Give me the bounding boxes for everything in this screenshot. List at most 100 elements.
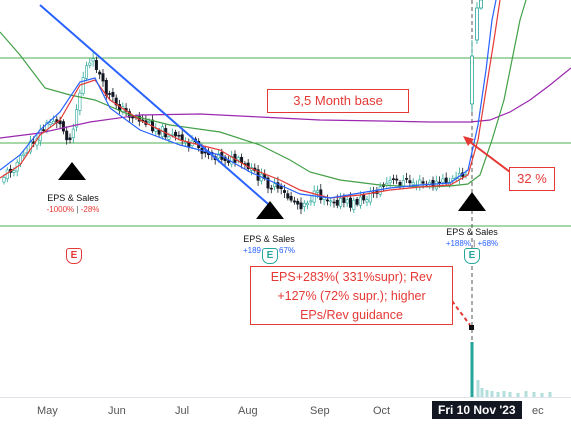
candle-body	[365, 199, 369, 203]
candle-body	[68, 137, 72, 141]
candle-body	[65, 130, 69, 141]
earnings-title: EPS & Sales	[243, 234, 295, 244]
time-label-jul: Jul	[175, 405, 190, 417]
time-label-dec: ec	[532, 405, 544, 417]
arrow-note-head	[469, 325, 474, 330]
volume-bar	[496, 392, 500, 397]
volume-bar	[480, 388, 484, 397]
candle-body	[217, 153, 221, 159]
earnings-title: EPS & Sales	[47, 193, 99, 203]
ma-green-line	[0, 0, 527, 188]
candle-body	[378, 186, 382, 195]
candle-body	[296, 200, 300, 205]
volume-bar	[516, 393, 520, 397]
candle-body	[75, 109, 79, 128]
candle-body	[335, 199, 339, 206]
candle-body	[289, 196, 293, 201]
candle-body	[81, 77, 85, 94]
candle-body	[398, 182, 402, 187]
candle-body	[355, 198, 359, 205]
earnings-badge-icon[interactable]: E	[464, 248, 480, 264]
candle-body	[98, 71, 102, 75]
percent-annotation[interactable]: 32 %	[509, 167, 555, 191]
volume-bar	[476, 380, 480, 397]
candle-body	[411, 182, 415, 185]
ma-purple-line	[0, 67, 571, 139]
candle-body	[405, 178, 409, 180]
candle-body	[292, 200, 296, 203]
candle-body	[101, 73, 105, 82]
time-label-oct: Oct	[373, 405, 391, 417]
earnings-badge-icon[interactable]: E	[66, 248, 82, 264]
candle-body	[94, 59, 98, 70]
candle-body	[2, 177, 6, 183]
candle-body	[348, 197, 352, 208]
candle-body	[88, 62, 92, 66]
candle-body	[325, 199, 329, 202]
revenue-growth: +68%	[477, 239, 499, 248]
candle-body	[388, 180, 392, 184]
candle-body	[279, 186, 283, 190]
candle-body	[479, 0, 483, 9]
candle-body	[226, 160, 230, 163]
candle-body	[358, 196, 362, 206]
candle-body	[48, 122, 52, 125]
candle-body	[339, 198, 343, 207]
candle-body	[180, 134, 184, 141]
earnings-badge-icon[interactable]: E	[262, 248, 278, 264]
earnings-values: +188% | +68%	[434, 238, 510, 249]
volume-bar	[485, 390, 489, 397]
candle-body	[329, 200, 333, 203]
downtrend-line[interactable]	[39, 4, 276, 211]
candle-body	[345, 199, 349, 204]
candle-body	[154, 128, 158, 132]
candle-body	[147, 121, 151, 123]
volume-bar	[540, 393, 544, 397]
earnings-markers	[58, 162, 486, 219]
candle-body	[302, 202, 306, 207]
candle-body	[61, 121, 65, 132]
candle-body	[475, 7, 479, 41]
candle-body	[42, 129, 46, 131]
candle-body	[71, 128, 75, 138]
eps-growth: -1000%	[46, 205, 75, 214]
earnings-values: +189 67%	[229, 245, 309, 256]
candle-body	[170, 134, 174, 136]
candle-body	[236, 157, 240, 161]
cursor-date-label: Fri 10 Nov '23	[432, 401, 522, 419]
volume-bar	[470, 342, 474, 397]
volume-bar	[548, 392, 552, 397]
earnings-note-annotation[interactable]: EPS+283%( 331%supr); Rev +127% (72% supr…	[250, 266, 453, 325]
candle-body	[12, 170, 16, 173]
earnings-triangle-1[interactable]	[58, 162, 86, 180]
base-annotation[interactable]: 3,5 Month base	[267, 89, 409, 113]
candle-body	[286, 193, 290, 199]
volume-bar	[532, 392, 536, 397]
candle-body	[434, 180, 438, 190]
volume-bar	[524, 391, 528, 397]
candle-body	[269, 187, 273, 190]
time-label-may: May	[37, 405, 58, 417]
candle-body	[108, 93, 112, 95]
earnings-triangle-2[interactable]	[256, 201, 284, 219]
earnings-title: EPS & Sales	[446, 227, 498, 237]
candle-body	[444, 177, 448, 184]
earnings-label-2: EPS & Sales +189 67%	[229, 234, 309, 256]
eps-growth: +188%	[445, 239, 471, 248]
horizontal-levels	[0, 57, 571, 227]
candle-body	[421, 181, 425, 184]
arrow-note-line	[451, 300, 471, 326]
candle-body	[167, 136, 171, 140]
eps-growth: +189	[242, 246, 261, 255]
values-separator: |	[470, 239, 478, 248]
revenue-growth: -28%	[80, 205, 100, 214]
earnings-triangle-3[interactable]	[458, 192, 486, 211]
ma-red-line	[0, 0, 501, 199]
candle-body	[282, 190, 286, 193]
volume-bar	[508, 392, 512, 397]
candle-body	[441, 178, 445, 183]
earnings-label-1: EPS & Sales -1000% | -28%	[30, 193, 116, 215]
candle-body	[78, 92, 82, 111]
candle-body	[273, 183, 277, 188]
